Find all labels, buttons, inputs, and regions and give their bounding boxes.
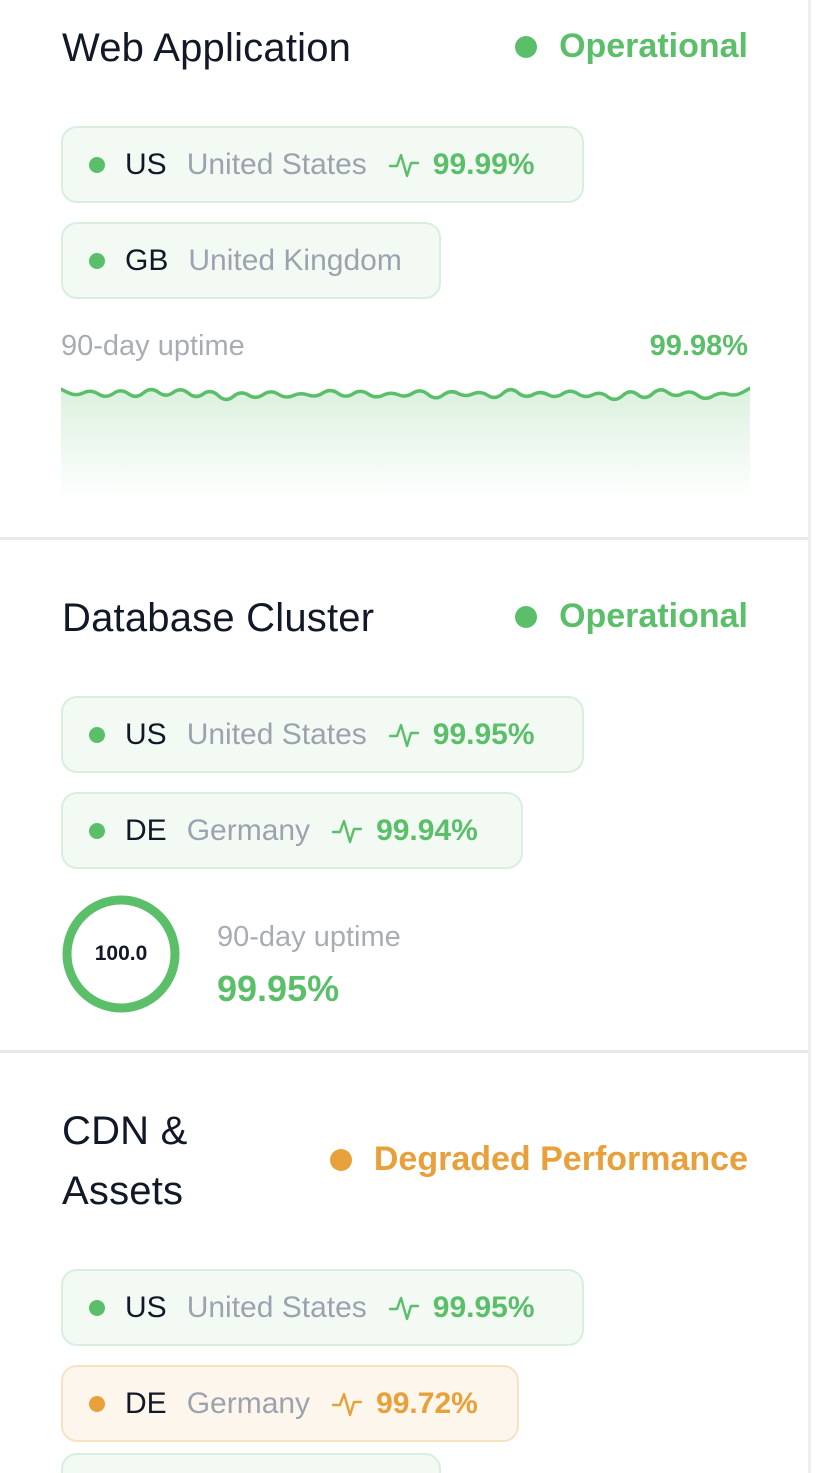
region-country: Germany (186, 1386, 311, 1420)
service-title-line-2: Assets (62, 1169, 184, 1213)
uptime-label: 90-day uptime (61, 330, 245, 362)
region-uptime: 99.99% (432, 147, 535, 181)
region-country: United Kingdom (188, 243, 402, 277)
region-country: United States (186, 1290, 367, 1324)
region-pill-gb[interactable]: GB United Kingdom (61, 222, 441, 299)
uptime-label: 90-day uptime (217, 921, 401, 953)
region-country: United States (186, 147, 367, 181)
region-code: US (125, 1290, 167, 1324)
activity-pulse-icon (388, 1294, 419, 1322)
region-pill-partial[interactable] (61, 1453, 441, 1473)
uptime-value: 99.95% (217, 968, 340, 1009)
service-status: Degraded Performance (329, 1140, 748, 1179)
sparkline-area (61, 388, 750, 500)
service-card-web-application: Web Application Operational US United St… (0, 0, 808, 538)
service-status-label: Degraded Performance (373, 1140, 748, 1178)
scrollbar-track[interactable] (808, 0, 811, 1473)
region-pill-de[interactable]: DE Germany 99.72% (61, 1365, 519, 1442)
status-dot-icon (89, 1299, 105, 1316)
section-divider (0, 537, 808, 540)
uptime-sparkline (61, 386, 750, 500)
activity-pulse-icon (388, 151, 419, 179)
service-title: Web Application (62, 26, 352, 70)
region-uptime: 99.95% (432, 717, 535, 751)
region-code: DE (125, 813, 167, 847)
region-pill-us[interactable]: US United States 99.99% (61, 126, 584, 203)
status-dot-icon (89, 156, 105, 173)
service-title-line-1: CDN & (62, 1109, 188, 1153)
region-country: United States (186, 717, 367, 751)
status-dot-icon (89, 822, 105, 839)
service-status: Operational (515, 597, 748, 636)
service-status: Operational (515, 27, 748, 66)
uptime-ring-arc (62, 895, 180, 1013)
region-uptime: 99.94% (376, 813, 478, 847)
status-dot-icon (515, 605, 538, 628)
region-pill-us[interactable]: US United States 99.95% (61, 696, 584, 773)
service-card-database-cluster: Database Cluster Operational US United S… (0, 540, 808, 1051)
uptime-ring-value: 100.0 (94, 942, 148, 965)
region-code: US (125, 717, 167, 751)
service-title: Database Cluster (62, 596, 375, 640)
region-pill-us[interactable]: US United States 99.95% (61, 1269, 584, 1346)
status-dot-icon (515, 35, 538, 58)
activity-pulse-icon (332, 817, 363, 845)
section-divider (0, 1050, 808, 1053)
region-uptime: 99.95% (432, 1290, 535, 1324)
status-dot-icon (89, 1395, 105, 1412)
region-pill-de[interactable]: DE Germany 99.94% (61, 792, 523, 869)
activity-pulse-icon (332, 1390, 363, 1418)
service-card-cdn-assets: CDN & Assets Degraded Performance US Uni… (0, 1053, 808, 1473)
region-code: GB (125, 243, 169, 277)
region-code: US (125, 147, 167, 181)
uptime-value: 99.98% (649, 330, 748, 362)
status-dot-icon (89, 726, 105, 743)
uptime-ring: 100.0 (60, 893, 182, 1015)
status-dot-icon (329, 1148, 352, 1171)
region-uptime: 99.72% (376, 1386, 478, 1420)
activity-pulse-icon (388, 721, 419, 749)
service-status-label: Operational (559, 27, 748, 65)
sparkline-line (61, 386, 750, 402)
region-country: Germany (186, 813, 311, 847)
service-status-label: Operational (559, 597, 748, 635)
region-code: DE (125, 1386, 167, 1420)
status-dot-icon (89, 252, 105, 269)
